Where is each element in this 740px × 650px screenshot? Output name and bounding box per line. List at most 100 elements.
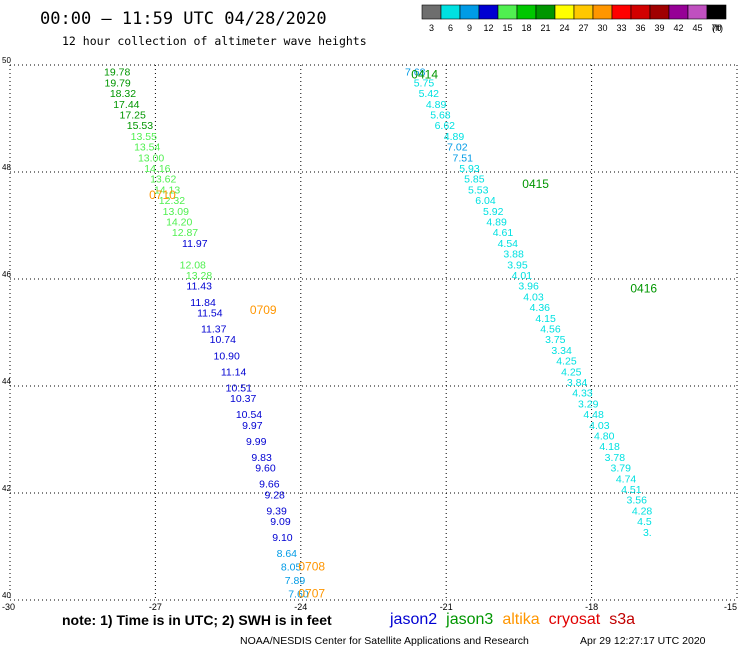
wave-height-value: 3.88 xyxy=(503,249,524,261)
plot-grid xyxy=(9,64,738,601)
wave-height-value: 3. xyxy=(643,527,652,539)
x-tick-label: -21 xyxy=(440,602,453,612)
y-tick-label: 46 xyxy=(2,270,11,279)
color-swatch xyxy=(459,4,480,20)
wave-height-value: 14.13 xyxy=(154,184,180,196)
wave-height-value: 4.18 xyxy=(599,441,620,453)
x-axis-tick-labels: -30 -27 -24 -21 -18 -15 xyxy=(2,602,737,612)
wave-height-value: 4.56 xyxy=(540,324,561,336)
wave-height-value: 9.28 xyxy=(264,489,285,501)
satellite-legend-jason3: jason3 xyxy=(445,611,493,628)
color-swatch xyxy=(554,4,575,20)
wave-height-value: 11.97 xyxy=(182,238,208,250)
wave-height-value: 4.25 xyxy=(561,366,582,378)
color-scale-tick: 18 xyxy=(521,23,531,33)
wave-height-value: 13.00 xyxy=(138,152,164,164)
wave-height-value: 4.74 xyxy=(616,473,637,485)
y-tick-label: 48 xyxy=(2,163,11,172)
wave-height-value: 12.32 xyxy=(159,195,185,207)
wave-height-value: 7.51 xyxy=(453,152,474,164)
color-scale-tick: 9 xyxy=(467,23,472,33)
pass-time-label: 0416 xyxy=(630,281,657,295)
wave-height-value: 9.60 xyxy=(255,463,276,475)
wave-height-value: 7.68 xyxy=(405,67,426,79)
wave-height-value: 13.55 xyxy=(131,131,157,143)
wave-height-value: 4.48 xyxy=(583,409,604,421)
x-tick-label: -27 xyxy=(149,602,162,612)
wave-height-value: 17.44 xyxy=(113,99,139,111)
wave-height-value: 3.75 xyxy=(545,334,566,346)
wave-height-value: 4.15 xyxy=(535,313,556,325)
color-swatch xyxy=(516,4,537,20)
color-swatch xyxy=(611,4,632,20)
x-tick-label: -24 xyxy=(294,602,307,612)
color-swatch xyxy=(649,4,670,20)
wave-height-value: 3.79 xyxy=(611,463,632,475)
wave-height-value: 10.51 xyxy=(226,382,252,394)
wave-height-value: 11.43 xyxy=(186,281,212,293)
wave-height-values: 19.7819.7918.3217.4417.2515.5313.5513.54… xyxy=(104,67,652,601)
color-scale-legend: 3 6 9 12 15 18 21 24 27 30 33 36 39 42 45 70 xyxy=(421,4,727,33)
wave-height-value: 17.25 xyxy=(120,110,146,122)
wave-height-value: 18.32 xyxy=(110,88,136,100)
y-tick-label: 44 xyxy=(2,377,11,386)
satellite-legend-cryosat: cryosat xyxy=(549,611,601,628)
wave-height-value: 5.75 xyxy=(414,77,435,89)
x-tick-label: -18 xyxy=(585,602,598,612)
wave-height-value: 9.66 xyxy=(259,479,280,491)
y-tick-label: 42 xyxy=(2,484,11,493)
wave-height-value: 3.96 xyxy=(518,281,539,293)
pass-time-label: 0709 xyxy=(250,303,277,317)
wave-height-value: 14.20 xyxy=(166,217,192,229)
wave-height-value: 5.42 xyxy=(419,88,440,100)
satellite-legend-jason2: jason2 xyxy=(389,611,437,628)
wave-height-value: 11.54 xyxy=(197,307,223,319)
wave-height-value: 12.08 xyxy=(180,259,206,271)
color-scale-tick: 39 xyxy=(654,23,664,33)
y-tick-label: 40 xyxy=(2,591,11,600)
wave-height-value: 4.51 xyxy=(621,484,642,496)
color-scale-tick: 70 xyxy=(711,23,721,33)
color-scale-tick: 45 xyxy=(692,23,702,33)
wave-height-value: 19.79 xyxy=(105,77,131,89)
wave-height-value: 9.99 xyxy=(246,436,267,448)
wave-height-value: 9.97 xyxy=(242,420,263,432)
wave-height-value: 4.01 xyxy=(512,270,533,282)
color-scale-tick: 24 xyxy=(559,23,569,33)
color-scale-tick: 30 xyxy=(597,23,607,33)
wave-height-value: 9.10 xyxy=(272,532,293,544)
color-swatch xyxy=(421,4,442,20)
wave-height-value: 11.14 xyxy=(221,366,247,378)
credit-text: NOAA/NESDIS Center for Satellite Applica… xyxy=(240,635,529,647)
color-scale-tick: 42 xyxy=(673,23,683,33)
wave-height-value: 13.62 xyxy=(150,174,176,186)
wave-height-value: 13.09 xyxy=(163,206,189,218)
wave-height-value: 4.03 xyxy=(523,291,544,303)
wave-height-value: 9.83 xyxy=(251,452,272,464)
color-swatch xyxy=(706,4,727,20)
y-tick-label: 50 xyxy=(2,56,11,65)
wave-height-value: 6.62 xyxy=(435,120,456,132)
wave-height-value: 5.68 xyxy=(430,110,451,122)
wave-height-value: 5.85 xyxy=(464,174,485,186)
pass-time-label: 0708 xyxy=(298,560,325,574)
color-swatch xyxy=(497,4,518,20)
wave-height-value: 4.33 xyxy=(572,388,593,400)
wave-height-value: 19.78 xyxy=(104,67,130,79)
wave-height-value: 10.74 xyxy=(210,334,236,346)
color-swatch xyxy=(573,4,594,20)
wave-height-value: 4.80 xyxy=(594,431,615,443)
color-scale-tick: 15 xyxy=(502,23,512,33)
wave-height-value: 3.29 xyxy=(578,398,599,410)
wave-height-value: 3.95 xyxy=(507,259,528,271)
wave-height-value: 5.92 xyxy=(483,206,504,218)
chart-subtitle: 12 hour collection of altimeter wave hei… xyxy=(62,34,367,48)
color-scale-tick: 33 xyxy=(616,23,626,33)
wave-height-value: 12.87 xyxy=(172,227,198,239)
timestamp-text: Apr 29 12:27:17 UTC 2020 xyxy=(580,635,706,647)
wave-height-value: 9.09 xyxy=(270,516,291,528)
wave-height-value: 7.89 xyxy=(285,575,306,587)
wave-height-value: 3.56 xyxy=(626,495,647,507)
